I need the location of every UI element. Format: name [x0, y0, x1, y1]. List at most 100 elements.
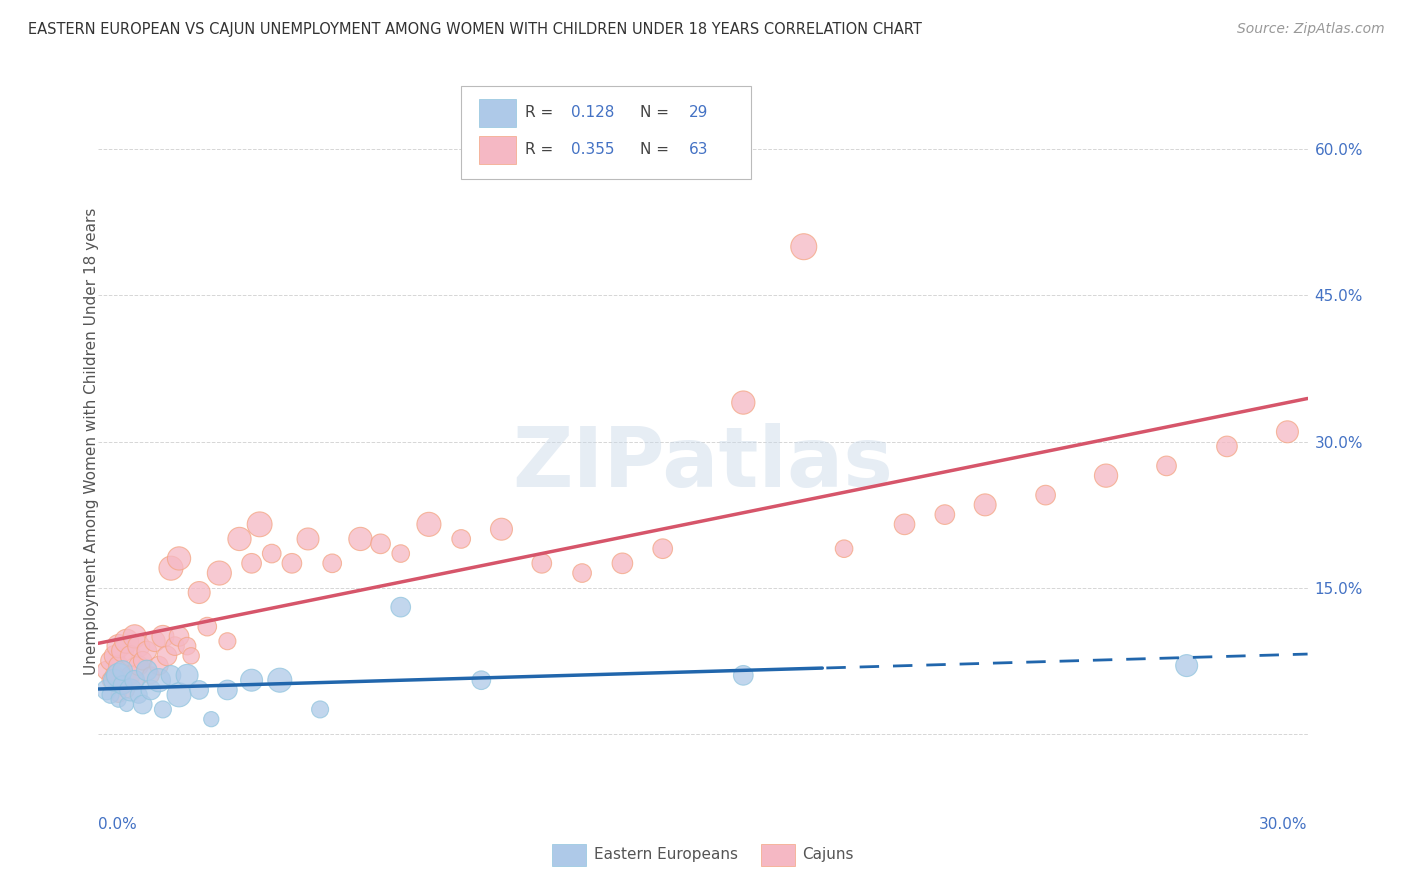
Point [152, 702, 174, 716]
Point [135, 664, 157, 678]
FancyBboxPatch shape [461, 87, 751, 178]
Point [321, 557, 343, 571]
Text: 63: 63 [689, 142, 709, 157]
Point [370, 537, 392, 551]
Point [111, 664, 134, 678]
Point [1216, 439, 1239, 453]
Point [893, 517, 915, 532]
Point [96, 664, 118, 678]
Point [120, 648, 142, 663]
Point [240, 557, 263, 571]
Point [612, 557, 634, 571]
FancyBboxPatch shape [479, 136, 516, 164]
Point [107, 692, 129, 706]
Text: R =: R = [526, 142, 558, 157]
Point [974, 498, 997, 512]
Text: N =: N = [640, 104, 673, 120]
Point [200, 712, 222, 726]
Point [135, 644, 157, 658]
Point [96, 682, 118, 697]
Point [107, 688, 129, 702]
Point [450, 532, 472, 546]
Text: 0.128: 0.128 [571, 104, 614, 120]
Point [100, 673, 122, 688]
Point [128, 688, 150, 702]
Point [188, 585, 211, 599]
Point [111, 644, 134, 658]
Point [195, 619, 218, 633]
Point [152, 629, 174, 643]
Point [160, 561, 183, 575]
Point [115, 634, 138, 648]
Point [651, 541, 673, 556]
Point [100, 654, 122, 668]
Text: 0.355: 0.355 [571, 142, 614, 157]
Point [111, 678, 134, 692]
Point [103, 648, 125, 663]
Text: R =: R = [526, 104, 558, 120]
Point [124, 673, 146, 688]
Text: Source: ZipAtlas.com: Source: ZipAtlas.com [1237, 22, 1385, 37]
Point [103, 668, 125, 682]
Point [491, 522, 513, 536]
Point [115, 682, 138, 697]
Point [103, 673, 125, 688]
Point [107, 639, 129, 653]
Point [160, 668, 183, 682]
Text: 29: 29 [689, 104, 707, 120]
Point [139, 682, 162, 697]
Point [163, 639, 186, 653]
Point [249, 517, 271, 532]
Point [1095, 468, 1118, 483]
Point [297, 532, 319, 546]
Point [228, 532, 250, 546]
Point [217, 682, 239, 697]
Point [217, 634, 239, 648]
Text: ZIPatlas: ZIPatlas [513, 423, 893, 504]
Point [389, 600, 412, 615]
FancyBboxPatch shape [551, 844, 586, 866]
Point [1277, 425, 1299, 439]
Point [148, 673, 170, 688]
Point [269, 673, 291, 688]
Text: 30.0%: 30.0% [1260, 816, 1308, 831]
Point [128, 639, 150, 653]
Point [733, 668, 755, 682]
Text: EASTERN EUROPEAN VS CAJUN UNEMPLOYMENT AMONG WOMEN WITH CHILDREN UNDER 18 YEARS : EASTERN EUROPEAN VS CAJUN UNEMPLOYMENT A… [28, 22, 922, 37]
Point [1035, 488, 1057, 502]
Point [530, 557, 553, 571]
Point [167, 688, 190, 702]
Point [139, 668, 162, 682]
Text: 0.0%: 0.0% [98, 816, 138, 831]
Text: Cajuns: Cajuns [803, 847, 853, 863]
Point [156, 648, 179, 663]
Point [120, 682, 142, 697]
Point [176, 639, 198, 653]
Point [281, 557, 304, 571]
Point [260, 547, 283, 561]
Point [240, 673, 263, 688]
Point [793, 240, 815, 254]
Point [571, 566, 593, 580]
Point [1156, 458, 1178, 473]
Point [180, 648, 202, 663]
Point [120, 668, 142, 682]
Point [188, 682, 211, 697]
Point [167, 629, 190, 643]
Text: Eastern Europeans: Eastern Europeans [595, 847, 738, 863]
Point [100, 688, 122, 702]
Point [107, 658, 129, 673]
Point [132, 698, 155, 712]
Point [167, 551, 190, 566]
Point [1175, 658, 1198, 673]
FancyBboxPatch shape [479, 99, 516, 127]
Point [107, 668, 129, 682]
Point [733, 395, 755, 409]
FancyBboxPatch shape [761, 844, 794, 866]
Point [124, 673, 146, 688]
Point [143, 634, 166, 648]
Point [124, 629, 146, 643]
Point [389, 547, 412, 561]
Point [349, 532, 371, 546]
Point [208, 566, 231, 580]
